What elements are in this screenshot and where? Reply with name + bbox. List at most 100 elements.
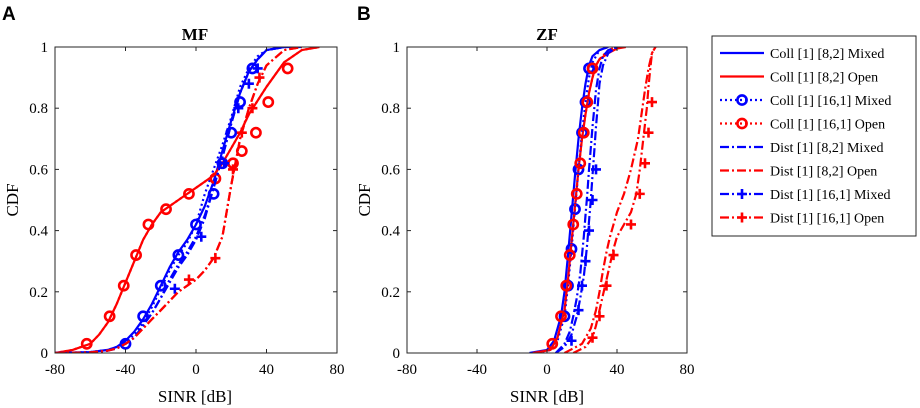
y-tick-label: 1 bbox=[393, 40, 401, 56]
data-marker-circle bbox=[577, 126, 590, 139]
series-line-3 bbox=[532, 47, 618, 353]
x-tick-label: 40 bbox=[259, 362, 274, 378]
data-marker-circle bbox=[154, 279, 167, 292]
data-marker-plus bbox=[254, 72, 265, 83]
data-marker-circle bbox=[736, 117, 748, 130]
y-tick-label: 0.8 bbox=[381, 101, 400, 117]
data-marker-plus bbox=[601, 280, 612, 291]
x-tick-label: 0 bbox=[192, 362, 200, 378]
legend-entry-label: Coll [1] [8,2] Mixed bbox=[770, 47, 884, 62]
data-marker-plus bbox=[169, 283, 180, 294]
data-marker-plus bbox=[247, 103, 258, 114]
x-tick-label: -80 bbox=[397, 362, 417, 378]
data-marker-circle bbox=[160, 203, 172, 216]
y-axis-label: CDF bbox=[3, 183, 22, 216]
data-marker-circle bbox=[103, 310, 116, 323]
series-line-0 bbox=[529, 47, 609, 353]
legend-entry-label: Dist [1] [16,1] Open bbox=[770, 212, 884, 227]
data-marker-plus bbox=[608, 250, 619, 261]
data-marker-plus bbox=[183, 274, 194, 285]
data-marker-plus bbox=[626, 219, 636, 230]
plot-area bbox=[55, 47, 337, 353]
data-marker-plus bbox=[252, 63, 263, 74]
series-line-6 bbox=[55, 47, 285, 353]
data-marker-circle bbox=[172, 249, 185, 261]
data-marker-circle bbox=[563, 249, 576, 261]
data-marker-circle bbox=[736, 94, 748, 106]
data-marker-circle bbox=[570, 187, 583, 200]
data-marker-circle bbox=[234, 96, 246, 108]
series-line-4 bbox=[555, 47, 618, 353]
data-marker-plus bbox=[233, 103, 244, 114]
y-tick-label: 0.6 bbox=[381, 162, 400, 178]
legend-box bbox=[711, 35, 917, 237]
x-axis-label: SINR [dB] bbox=[510, 387, 584, 406]
data-marker-circle bbox=[130, 249, 142, 261]
x-tick-label: -80 bbox=[45, 362, 65, 378]
data-marker-plus bbox=[647, 97, 657, 108]
legend-entry-label: Coll [1] [16,1] Open bbox=[770, 118, 885, 133]
y-tick-label: 0 bbox=[393, 346, 401, 362]
series-line-6 bbox=[555, 47, 618, 353]
legend-entry-label: Coll [1] [16,1] Mixed bbox=[770, 94, 891, 109]
data-marker-plus bbox=[577, 280, 587, 291]
data-marker-circle bbox=[137, 310, 150, 323]
data-marker-plus bbox=[243, 78, 254, 89]
x-tick-label: 40 bbox=[610, 362, 625, 378]
x-tick-label: 80 bbox=[330, 362, 345, 378]
data-marker-circle bbox=[281, 62, 294, 75]
y-tick-label: 0.4 bbox=[29, 224, 48, 240]
data-marker-plus bbox=[640, 158, 650, 169]
x-axis-label: SINR [dB] bbox=[158, 387, 232, 406]
x-tick-label: 0 bbox=[543, 362, 551, 378]
data-marker-plus bbox=[219, 158, 230, 169]
panel-label: A bbox=[2, 4, 16, 25]
data-marker-circle bbox=[567, 218, 580, 231]
chart-title: ZF bbox=[536, 25, 558, 44]
legend: Coll [1] [8,2] Mixed Coll [1] [8,2] Open C… bbox=[711, 35, 917, 237]
data-marker-plus bbox=[643, 127, 654, 138]
y-axis-label: CDF bbox=[355, 183, 374, 216]
series-line-7 bbox=[55, 47, 302, 353]
data-marker-circle bbox=[80, 337, 93, 350]
data-marker-circle bbox=[555, 310, 567, 323]
x-tick-label: 80 bbox=[680, 362, 695, 378]
series-line-7 bbox=[572, 47, 657, 353]
series-line-2 bbox=[55, 47, 285, 353]
legend-entry-label: Dist [1] [8,2] Open bbox=[770, 165, 877, 180]
y-tick-label: 0.4 bbox=[381, 224, 400, 240]
data-marker-plus bbox=[228, 164, 239, 175]
data-marker-circle bbox=[119, 337, 132, 350]
data-marker-circle bbox=[586, 62, 599, 75]
data-marker-plus bbox=[594, 311, 605, 322]
data-marker-circle bbox=[262, 96, 275, 108]
legend-entry-label: Dist [1] [8,2] Mixed bbox=[770, 141, 884, 156]
data-marker-plus bbox=[566, 335, 577, 346]
data-marker-plus bbox=[584, 225, 594, 236]
x-tick-label: -40 bbox=[467, 362, 487, 378]
chart-title: MF bbox=[182, 25, 208, 44]
data-marker-circle bbox=[546, 337, 559, 350]
data-marker-circle bbox=[183, 187, 195, 200]
data-marker-plus bbox=[236, 127, 247, 138]
data-marker-plus bbox=[591, 164, 601, 175]
data-marker-circle bbox=[117, 279, 130, 292]
y-tick-label: 0.6 bbox=[29, 162, 48, 178]
data-marker-circle bbox=[560, 279, 573, 292]
data-marker-circle bbox=[235, 145, 248, 157]
panel-mf: A MF SINR [dB] CDF -80 -40 0 40 80 0 0.2 0.4 0.6… bbox=[2, 4, 345, 406]
legend-entry-label: Coll [1] [8,2] Open bbox=[770, 71, 878, 86]
data-marker-circle bbox=[142, 218, 155, 231]
data-marker-plus bbox=[573, 305, 584, 316]
y-tick-label: 0.8 bbox=[29, 101, 48, 117]
data-marker-plus bbox=[737, 212, 747, 223]
data-marker-plus bbox=[196, 231, 207, 242]
data-marker-circle bbox=[574, 157, 587, 170]
data-marker-plus bbox=[737, 189, 747, 199]
series-group bbox=[529, 47, 657, 353]
legend-entry-label: Dist [1] [16,1] Mixed bbox=[770, 188, 891, 203]
data-marker-circle bbox=[581, 96, 594, 108]
series-group bbox=[55, 47, 320, 353]
data-marker-plus bbox=[210, 253, 221, 264]
